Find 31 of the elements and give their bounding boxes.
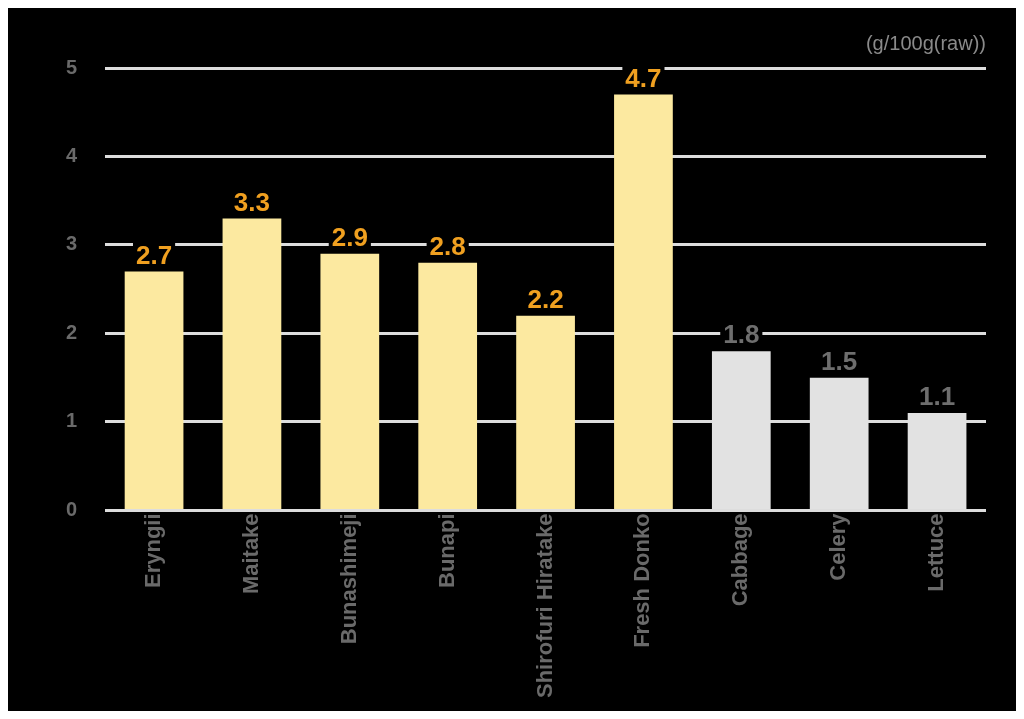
y-tick-label: 5: [66, 55, 78, 78]
bar: [418, 262, 478, 509]
y-tick-label: 1: [66, 409, 78, 432]
data-label: 2.7: [135, 239, 173, 270]
data-label: 1.1: [918, 381, 956, 412]
y-tick-label: 2: [66, 320, 78, 343]
y-axis-title: (g/100g(raw)): [865, 31, 986, 54]
x-tick-label: Fresh Donko: [629, 513, 655, 648]
x-tick-label: Bunashimeji: [335, 513, 361, 645]
data-label: 1.8: [723, 319, 760, 350]
bar: [614, 94, 673, 509]
bar: [320, 253, 380, 509]
bar: [124, 271, 184, 509]
y-tick-label: 4: [66, 143, 78, 166]
bar: [222, 218, 282, 509]
y-tick-label: 0: [66, 497, 78, 520]
y-tick-label: 3: [66, 232, 78, 255]
x-tick-label: Lettuce: [923, 513, 949, 592]
data-label: 2.8: [429, 230, 466, 261]
data-label: 2.9: [331, 221, 368, 252]
data-label: 1.5: [821, 345, 858, 376]
x-tick-label: Shirofuri Hiratake: [531, 513, 557, 698]
bar: [516, 315, 575, 509]
x-tick-label: Cabbage: [727, 513, 753, 607]
x-tick-label: Bunapi: [433, 513, 459, 588]
data-label: 2.2: [527, 283, 564, 314]
data-label: 4.7: [625, 62, 662, 93]
x-tick-label: Celery: [825, 512, 851, 581]
x-tick-label: Maitake: [238, 513, 263, 595]
data-label: 3.3: [233, 186, 271, 217]
x-tick-label: Eryngii: [140, 513, 166, 588]
